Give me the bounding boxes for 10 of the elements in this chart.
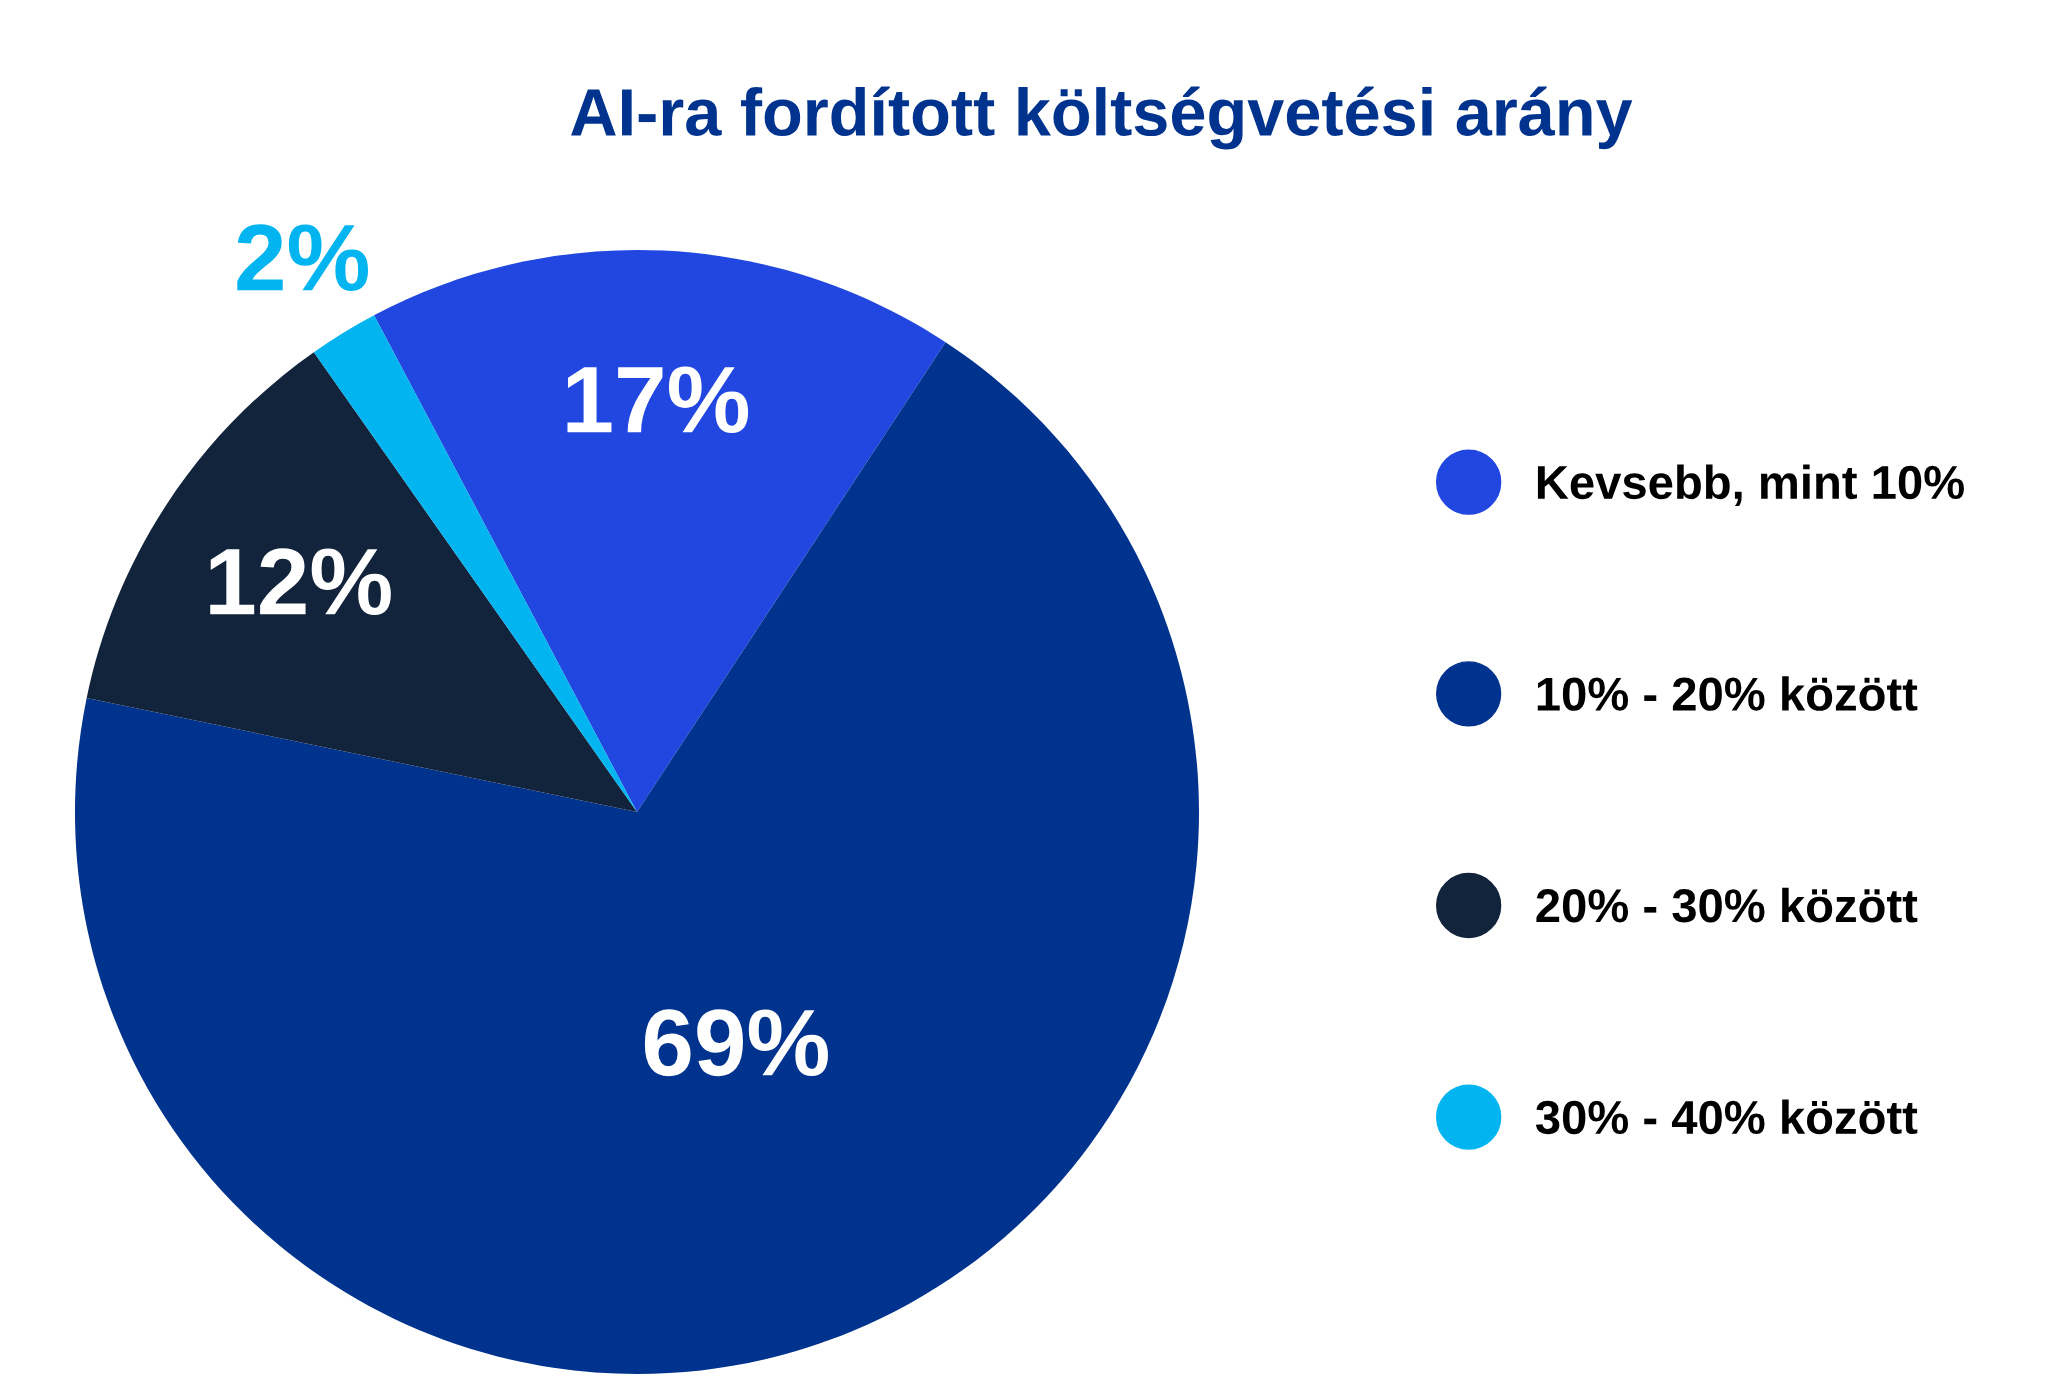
data-label: 17% <box>567 366 749 433</box>
legend-label: 30% - 40% között <box>1535 1099 1918 1135</box>
legend-label: 20% - 30% között <box>1536 887 1918 923</box>
chart-title: AI-ra fordított költségvetési arány <box>571 86 1633 150</box>
legend-label: 10% - 20% között <box>1537 676 1918 711</box>
data-label: 12% <box>210 548 391 615</box>
legend-label: Kevsebb, mint 10% <box>1537 464 1964 507</box>
pie-slice <box>75 342 1199 1374</box>
data-label: 69% <box>644 1009 828 1077</box>
data-label: 2% <box>237 224 369 291</box>
